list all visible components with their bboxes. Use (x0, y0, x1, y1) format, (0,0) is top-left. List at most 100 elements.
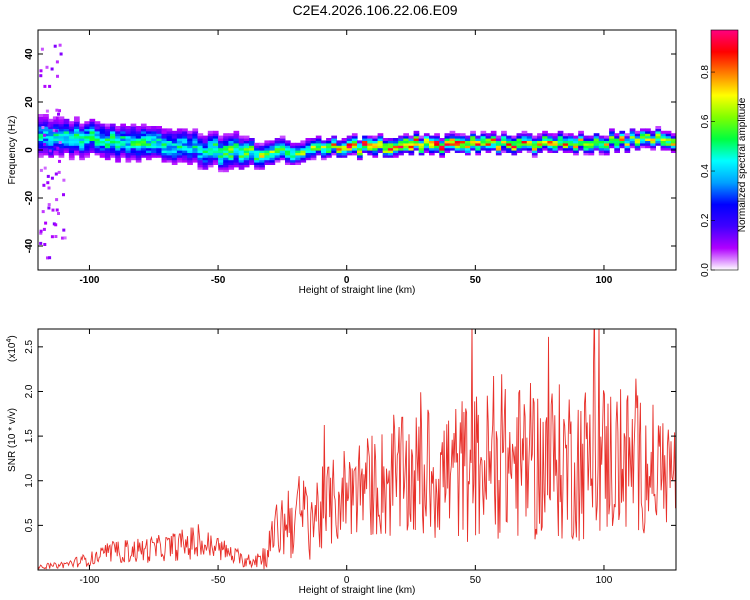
spectrogram-cell (79, 152, 85, 156)
spectrogram-cell (42, 183, 46, 187)
spectrogram-cell (63, 130, 70, 134)
spectrogram-cell (54, 172, 58, 176)
spectrogram-cell (187, 135, 193, 139)
spectrogram-cell (598, 135, 605, 139)
spectrogram-cell (89, 147, 96, 151)
spectrogram-cell (50, 235, 54, 239)
spectrogram-cell (54, 223, 58, 227)
spectrogram-cell (48, 126, 54, 129)
spectrogram-cell (413, 147, 420, 151)
spectrogram-cell (583, 150, 590, 153)
spectrogram-cell (156, 150, 162, 153)
spectrogram-cell (387, 142, 394, 146)
spectrogram-cell (63, 128, 70, 132)
spectrogram-cell (573, 140, 579, 144)
spectrogram-cell (218, 159, 224, 163)
spectrogram-cell (53, 133, 60, 137)
spectrogram-cell (55, 108, 59, 112)
spectrogram-cell (444, 142, 451, 146)
spectrogram-cell (583, 152, 590, 156)
spectrogram-cell (238, 162, 245, 165)
spectrogram-cell (305, 157, 312, 161)
spectrogram-cell (171, 140, 178, 144)
spectrogram-cell (176, 145, 183, 149)
spectrogram-cell (434, 135, 440, 139)
spectrogram-cell (43, 114, 49, 117)
spectrogram-cell (593, 147, 600, 151)
spectrogram-cell (423, 142, 430, 146)
spectrogram-cell (573, 138, 579, 141)
spectrogram-cell (547, 147, 554, 151)
spectrogram-cell (57, 170, 61, 174)
spectrogram-cell (598, 138, 605, 141)
spectrogram-cell (501, 150, 507, 153)
spectrogram-cell (130, 154, 137, 158)
spectrogram-cell (223, 142, 229, 146)
spectrogram-cell (264, 154, 271, 158)
spectrogram-cell (326, 138, 332, 141)
spectrogram-cell (475, 142, 481, 146)
spectrogram-cell (377, 135, 384, 139)
spectrogram-cell (146, 135, 152, 139)
spectrogram-y-label: Frequency (Hz) (7, 116, 18, 185)
spectrogram-cell (670, 145, 676, 149)
spectrogram-cell (110, 154, 116, 158)
spectrogram-cell (506, 147, 512, 151)
spectrogram-cell (212, 157, 219, 161)
spectrogram-cell (439, 140, 445, 144)
spectrogram-cell (516, 138, 523, 141)
snr-x-tick-label: 0 (344, 575, 350, 586)
spectrogram-cell (43, 118, 49, 122)
spectrogram-x-tick-label: -50 (211, 275, 226, 286)
spectrogram-cell (44, 221, 48, 225)
spectrogram-cell (269, 157, 276, 161)
spectrogram-cell (38, 116, 44, 120)
spectrogram-cell (459, 145, 466, 149)
spectrogram-cell (151, 135, 157, 139)
spectrogram-cell (557, 147, 564, 151)
spectrogram-cell (197, 138, 204, 141)
spectrogram-cell (43, 166, 47, 170)
spectrogram-cell (207, 150, 214, 153)
spectrogram-cell (336, 147, 343, 151)
spectrogram-cell (259, 154, 265, 158)
spectrogram-cell (84, 126, 90, 129)
spectrogram-cell (110, 138, 116, 141)
spectrogram-cell (480, 145, 487, 149)
spectrogram-cell (645, 133, 651, 137)
spectrogram-cell (552, 145, 559, 149)
spectrogram-cell (161, 150, 168, 153)
spectrogram-cell (182, 128, 188, 132)
spectrogram-cell (552, 138, 559, 141)
spectrogram-cell (223, 150, 229, 153)
spectrogram-cell (61, 236, 64, 240)
spectrogram-cell (537, 140, 543, 144)
spectrogram-cell (362, 135, 368, 139)
spectrogram-cell (537, 133, 543, 137)
spectrogram-cell (120, 154, 126, 158)
spectrogram-cell (52, 128, 56, 132)
spectrogram-cell (125, 130, 132, 134)
spectrogram-cell (63, 135, 70, 139)
spectrogram-cell (279, 142, 286, 146)
spectrogram-cell (120, 133, 126, 137)
spectrogram-cell (640, 142, 646, 146)
spectrogram-cell (233, 154, 240, 158)
spectrogram-cell (362, 150, 368, 153)
spectrogram-cell (99, 128, 106, 132)
spectrogram-cell (542, 142, 548, 146)
spectrogram-cell (418, 140, 425, 144)
spectrogram-cell (53, 123, 60, 127)
spectrogram-cell (398, 152, 404, 156)
spectrogram-cell (413, 133, 420, 137)
spectrogram-cell (418, 142, 425, 146)
spectrogram-cell (290, 142, 296, 146)
spectrogram-cell (315, 147, 322, 151)
spectrogram-cell (192, 135, 199, 139)
spectrogram-cell (99, 142, 106, 146)
spectrogram-cell (634, 147, 641, 151)
spectrogram-cell (94, 138, 101, 141)
spectrogram-cell (382, 142, 389, 146)
spectrogram-cell (218, 164, 224, 168)
